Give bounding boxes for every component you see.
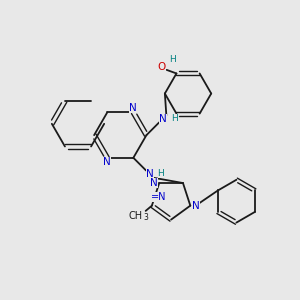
Text: 3: 3 xyxy=(144,213,148,222)
Text: N: N xyxy=(150,178,158,188)
Text: H: H xyxy=(171,114,177,123)
Text: O: O xyxy=(158,62,166,72)
Text: N: N xyxy=(159,114,167,124)
Text: N: N xyxy=(146,169,154,179)
Text: N: N xyxy=(130,103,137,113)
Text: H: H xyxy=(169,55,176,64)
Text: N: N xyxy=(103,157,111,167)
Text: CH: CH xyxy=(128,211,142,221)
Text: H: H xyxy=(158,169,164,178)
Text: =N: =N xyxy=(151,192,167,202)
Text: N: N xyxy=(192,201,200,211)
